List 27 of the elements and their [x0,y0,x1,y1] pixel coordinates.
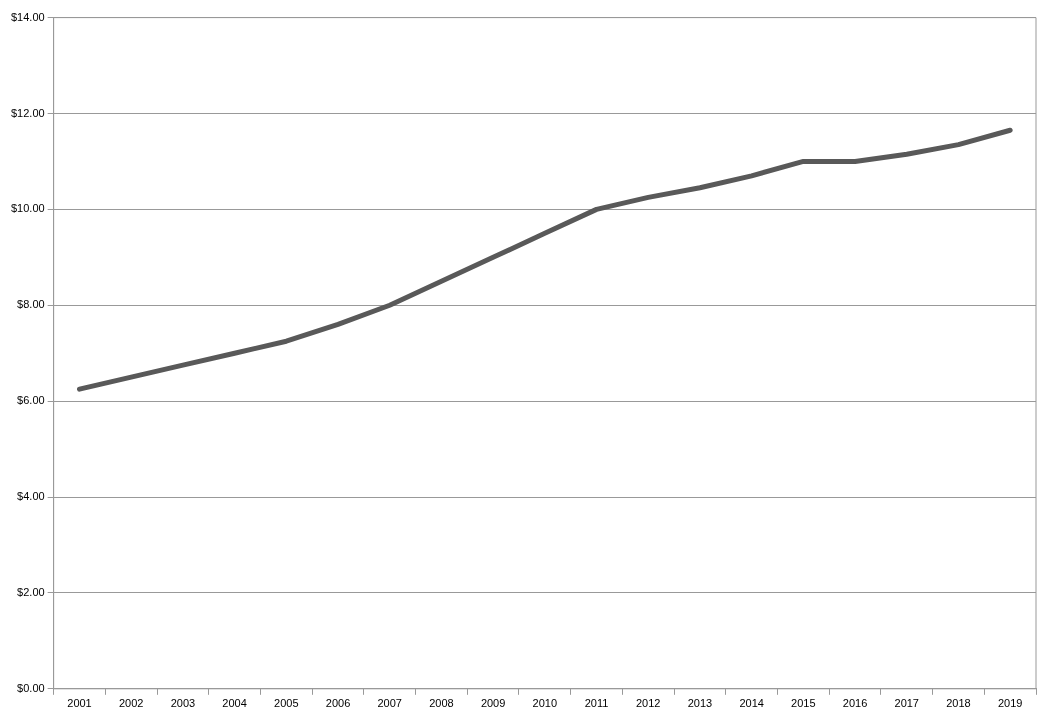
x-tick-label: 2013 [687,697,713,710]
x-tick-label: 2016 [842,697,868,710]
x-tick-label: 2004 [222,697,247,710]
x-tick-label: 2005 [274,697,299,710]
x-tick-label: 2011 [584,697,609,710]
x-tick-label: 2008 [429,697,454,710]
y-tick-label: $2.00 [17,585,45,598]
x-tick-label: 2018 [946,697,971,710]
x-tick-label: 2012 [635,697,661,710]
x-tick-label: 2015 [791,697,816,710]
y-tick-label: $4.00 [17,490,45,503]
x-tick-label: 2019 [997,697,1023,710]
x-tick-label: 2010 [532,697,558,710]
y-tick-label: $12.00 [10,106,45,119]
x-tick-label: 2017 [894,697,919,710]
x-tick-label: 2006 [325,697,351,710]
x-tick-label: 2007 [377,697,402,710]
x-tick-label: 2001 [67,697,92,710]
x-tick-label: 2014 [739,697,764,710]
y-tick-label: $0.00 [17,681,45,694]
y-tick-label: $10.00 [10,202,45,215]
x-tick-label: 2002 [118,697,144,710]
y-tick-label: $14.00 [10,10,45,23]
x-tick-label: 2003 [170,697,196,710]
y-tick-label: $8.00 [17,298,45,311]
x-tick-label: 2009 [480,697,506,710]
y-tick-label: $6.00 [17,394,45,407]
